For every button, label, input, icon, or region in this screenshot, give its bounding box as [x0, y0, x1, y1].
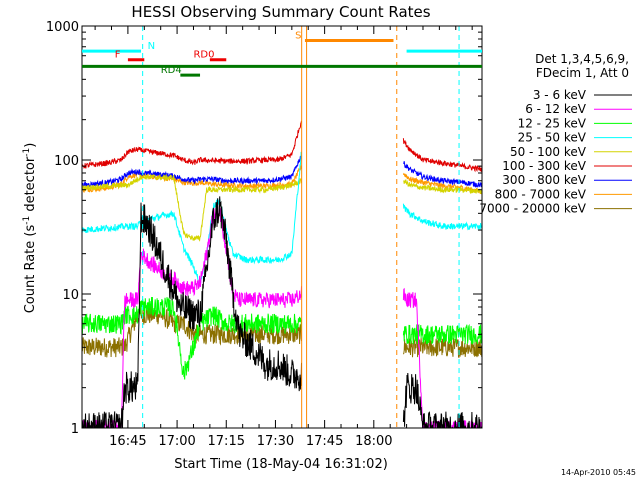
y-label-sup: -1	[22, 216, 32, 225]
x-tick-label: 16:45	[109, 434, 146, 449]
y-tick-label: 10	[62, 288, 79, 303]
legend-label: 6 - 12 keV	[525, 102, 587, 116]
y-axis-label: Count Rate (s-1 detector-1)	[22, 143, 38, 314]
series-line	[82, 296, 482, 380]
legend-label: 3 - 6 keV	[533, 88, 587, 102]
y-tick-label: 1000	[46, 20, 79, 35]
footer-timestamp: 14-Apr-2010 05:45	[561, 468, 636, 477]
y-label-sup: -1	[22, 148, 32, 157]
legend-label: 800 - 7000 keV	[495, 187, 587, 201]
y-tick-label: 100	[54, 154, 79, 169]
legend-label: 300 - 800 keV	[502, 173, 586, 187]
legend-label: 25 - 50 keV	[518, 131, 587, 145]
legend-label: 50 - 100 keV	[510, 145, 587, 159]
y-label-part: detector	[23, 156, 38, 216]
legend-label: 100 - 300 keV	[502, 159, 586, 173]
axes: 16:45 17:00 17:15 17:30 17:45 18:00 1 10 100 1000	[46, 20, 483, 449]
legend: Det 1,3,4,5,6,9, FDecim 1, Att 0 3 - 6 k…	[479, 52, 632, 216]
legend-label: 7000 - 20000 keV	[479, 202, 586, 216]
x-tick-label: 17:15	[208, 434, 245, 449]
series-line	[82, 120, 482, 173]
state-bar-label: RD0	[193, 50, 214, 61]
series-line	[82, 173, 482, 242]
plot-area	[82, 26, 482, 428]
state-bar-label: S	[295, 30, 301, 41]
series-group	[82, 26, 482, 428]
state-bar-label: N	[148, 41, 155, 52]
legend-header-1: Det 1,3,4,5,6,9,	[535, 52, 629, 66]
legend-header-2: FDecim 1, Att 0	[536, 66, 629, 80]
series-line	[82, 196, 482, 428]
state-bars: N F RD0 RD4 S	[82, 30, 482, 77]
series-line	[82, 154, 482, 189]
x-tick-label: 17:30	[257, 434, 294, 449]
chart-title: HESSI Observing Summary Count Rates	[131, 3, 430, 21]
y-label-part: )	[23, 143, 38, 148]
x-tick-label: 17:45	[306, 434, 343, 449]
state-bar-label: F	[115, 50, 121, 61]
x-axis-label: Start Time (18-May-04 16:31:02)	[174, 457, 388, 472]
state-bar-label: RD4	[161, 65, 182, 76]
plot-frame	[81, 25, 483, 429]
x-tick-label: 17:00	[158, 434, 195, 449]
series-line	[82, 151, 482, 286]
x-tick-label: 18:00	[355, 434, 392, 449]
legend-label: 12 - 25 keV	[518, 116, 587, 130]
y-tick-label: 1	[71, 422, 79, 437]
y-label-part: Count Rate (s	[23, 225, 38, 314]
